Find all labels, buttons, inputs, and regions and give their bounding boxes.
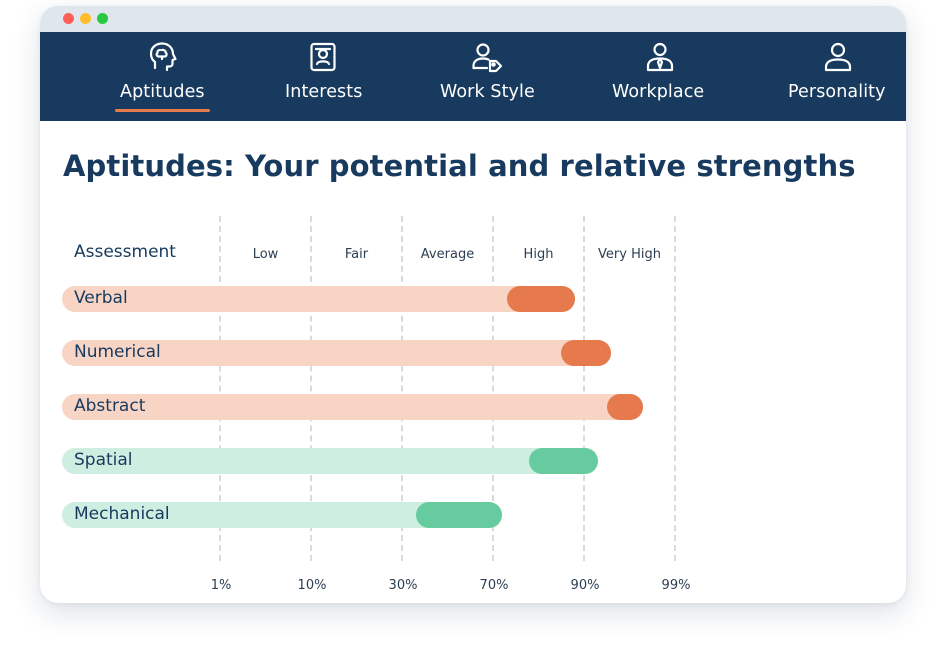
tick-label: 70% <box>479 578 509 593</box>
grid-line <box>219 216 221 561</box>
tab-aptitudes[interactable]: Aptitudes <box>115 32 211 121</box>
score-track <box>62 448 598 474</box>
tab-work-style[interactable]: Work Style <box>440 32 535 121</box>
grid-line <box>492 216 494 561</box>
tab-label: Interests <box>285 82 363 102</box>
score-track <box>62 340 612 366</box>
tab-label: Personality <box>788 82 886 102</box>
score-range-bar <box>561 340 612 366</box>
score-range-bar <box>606 394 644 420</box>
tick-label: 1% <box>210 578 232 593</box>
assessment-row-verbal: Verbal <box>62 286 575 312</box>
tick-label: 10% <box>297 578 327 593</box>
user-icon <box>821 40 855 74</box>
assessment-label: Verbal <box>74 288 128 308</box>
page-title: Aptitudes: Your potential and relative s… <box>63 149 856 183</box>
top-nav: Aptitudes Interests <box>40 32 906 121</box>
close-window-dot[interactable] <box>63 13 74 24</box>
score-range-bar <box>529 448 598 474</box>
tick-label: 30% <box>388 578 418 593</box>
band-label: Average <box>420 247 475 262</box>
score-range-bar <box>415 502 503 528</box>
active-tab-underline <box>115 109 210 112</box>
maximize-window-dot[interactable] <box>97 13 108 24</box>
band-label: Very High <box>598 247 661 262</box>
band-label: High <box>523 247 554 262</box>
tab-label: Aptitudes <box>120 82 205 102</box>
assessment-row-spatial: Spatial <box>62 448 598 474</box>
app-window: Aptitudes Interests <box>40 6 906 603</box>
assessment-row-abstract: Abstract <box>62 394 644 420</box>
tick-label: 90% <box>570 578 600 593</box>
assessment-label: Numerical <box>74 342 161 362</box>
minimize-window-dot[interactable] <box>80 13 91 24</box>
band-label: Low <box>252 247 279 262</box>
aptitude-chart: Assessment 1% 10% 30% 70% 90% 99% Low Fair Avera… <box>40 216 906 603</box>
score-track <box>62 286 575 312</box>
grid-line <box>674 216 676 561</box>
tab-label: Workplace <box>612 82 705 102</box>
tick-label: 99% <box>661 578 691 593</box>
assessment-label: Mechanical <box>74 504 170 524</box>
tab-workplace[interactable]: Workplace <box>612 32 709 121</box>
grid-line <box>583 216 585 561</box>
score-track <box>62 394 644 420</box>
assessment-label: Spatial <box>74 450 133 470</box>
tab-label: Work Style <box>440 82 535 102</box>
assessment-row-mechanical: Mechanical <box>62 502 503 528</box>
grid-line <box>401 216 403 561</box>
head-brain-icon <box>146 40 180 74</box>
score-range-bar <box>506 286 575 312</box>
window-titlebar <box>40 6 906 32</box>
user-tie-icon <box>643 40 677 74</box>
band-label: Fair <box>344 247 369 262</box>
assessment-label: Abstract <box>74 396 146 416</box>
id-card-icon <box>306 40 340 74</box>
assessment-row-numerical: Numerical <box>62 340 612 366</box>
grid-line <box>310 216 312 561</box>
user-tag-icon <box>470 40 504 74</box>
tab-personality[interactable]: Personality <box>788 32 887 121</box>
tab-interests[interactable]: Interests <box>285 32 365 121</box>
assessment-header: Assessment <box>74 242 176 262</box>
